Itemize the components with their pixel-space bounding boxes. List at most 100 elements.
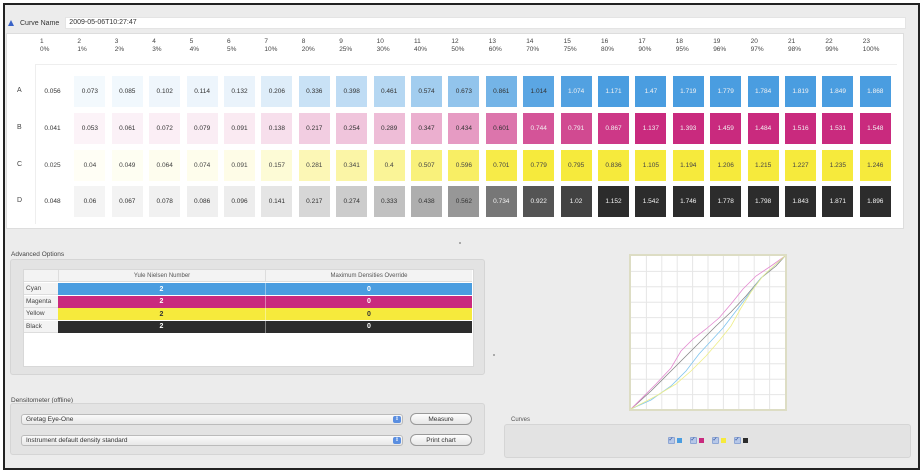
density-cell[interactable]: 0.574	[411, 76, 442, 107]
checkbox-checked-icon[interactable]: ✓	[711, 437, 719, 444]
density-cell[interactable]: 0.795	[560, 150, 592, 181]
density-cell[interactable]: 0.596	[448, 150, 480, 181]
measure-button[interactable]: Measure	[410, 413, 472, 425]
density-cell[interactable]: 0.025	[37, 150, 68, 181]
density-cell[interactable]: 0.867	[598, 113, 629, 144]
density-cell[interactable]: 0.281	[298, 150, 330, 181]
density-cell[interactable]: 0.067	[111, 186, 143, 217]
density-cell[interactable]: 1.246	[859, 150, 891, 181]
curve-toggle-cyan[interactable]: ✓	[667, 437, 682, 444]
density-cell[interactable]: 1.393	[672, 113, 704, 144]
density-cell[interactable]: 1.719	[672, 76, 704, 107]
density-cell[interactable]: 0.562	[448, 186, 480, 217]
density-cell[interactable]: 0.922	[523, 186, 555, 217]
density-cell[interactable]: 1.171	[598, 76, 629, 107]
density-cell[interactable]: 0.061	[111, 113, 143, 144]
density-cell[interactable]: 0.096	[224, 186, 255, 217]
density-cell[interactable]: 0.091	[224, 150, 255, 181]
yule-nielsen-cell[interactable]: 2	[58, 308, 265, 320]
density-cell[interactable]: 1.548	[859, 113, 891, 144]
density-cell[interactable]: 1.484	[747, 113, 779, 144]
density-cell[interactable]: 0.064	[149, 150, 181, 181]
density-cell[interactable]: 0.157	[261, 150, 293, 181]
density-cell[interactable]: 0.056	[37, 76, 68, 107]
density-cell[interactable]: 0.078	[149, 186, 181, 217]
density-cell[interactable]: 0.048	[37, 186, 68, 217]
max-density-cell[interactable]: 0	[265, 320, 472, 333]
density-cell[interactable]: 1.746	[672, 186, 704, 217]
density-cell[interactable]: 1.542	[635, 186, 667, 217]
density-cell[interactable]: 1.194	[672, 150, 704, 181]
density-cell[interactable]: 0.461	[373, 76, 405, 107]
density-cell[interactable]: 0.217	[298, 113, 330, 144]
density-cell[interactable]: 0.206	[261, 76, 293, 107]
density-cell[interactable]: 0.072	[149, 113, 181, 144]
collapse-triangle-icon[interactable]	[8, 20, 14, 26]
density-cell[interactable]: 1.871	[822, 186, 854, 217]
density-cell[interactable]: 0.601	[485, 113, 517, 144]
density-cell[interactable]: 1.206	[710, 150, 742, 181]
curve-name-input[interactable]: 2009-05-06T10:27:47	[65, 17, 906, 29]
checkbox-checked-icon[interactable]: ✓	[733, 437, 741, 444]
density-cell[interactable]: 1.105	[635, 150, 667, 181]
density-cell[interactable]: 0.04	[74, 150, 106, 181]
split-handle-dot[interactable]	[493, 354, 495, 356]
yule-nielsen-cell[interactable]: 2	[58, 320, 265, 333]
density-cell[interactable]: 0.836	[598, 150, 629, 181]
density-cell[interactable]: 0.861	[485, 76, 517, 107]
max-density-cell[interactable]: 0	[265, 295, 472, 308]
checkbox-checked-icon[interactable]: ✓	[667, 437, 675, 444]
split-handle-dot[interactable]	[459, 242, 461, 244]
density-cell[interactable]: 1.784	[747, 76, 779, 107]
density-cell[interactable]: 1.137	[635, 113, 667, 144]
density-cell[interactable]: 1.152	[598, 186, 629, 217]
curve-toggle-yellow[interactable]: ✓	[711, 437, 726, 444]
yule-nielsen-cell[interactable]: 2	[58, 295, 265, 308]
density-cell[interactable]: 0.217	[298, 186, 330, 217]
density-cell[interactable]: 0.744	[523, 113, 555, 144]
density-cell[interactable]: 1.02	[560, 186, 592, 217]
checkbox-checked-icon[interactable]: ✓	[689, 437, 697, 444]
density-cell[interactable]: 1.227	[785, 150, 816, 181]
density-cell[interactable]: 1.779	[710, 76, 742, 107]
density-cell[interactable]: 0.114	[186, 76, 218, 107]
density-cell[interactable]: 0.091	[224, 113, 255, 144]
density-cell[interactable]: 1.074	[560, 76, 592, 107]
density-cell[interactable]: 0.254	[336, 113, 368, 144]
density-cell[interactable]: 0.141	[261, 186, 293, 217]
density-cell[interactable]: 0.434	[448, 113, 480, 144]
density-cell[interactable]: 0.053	[74, 113, 106, 144]
density-cell[interactable]: 0.079	[186, 113, 218, 144]
density-cell[interactable]: 1.014	[523, 76, 555, 107]
column-header[interactable]: Maximum Densities Override	[265, 270, 472, 282]
device-select[interactable]: Gretag Eye-One ⇕	[21, 414, 403, 425]
density-cell[interactable]: 1.459	[710, 113, 742, 144]
density-cell[interactable]: 1.531	[822, 113, 854, 144]
density-cell[interactable]: 0.336	[298, 76, 330, 107]
density-cell[interactable]: 1.849	[822, 76, 854, 107]
density-cell[interactable]: 0.138	[261, 113, 293, 144]
density-cell[interactable]: 0.073	[74, 76, 106, 107]
column-header[interactable]: Yule Nielsen Number	[58, 270, 265, 282]
print-chart-button[interactable]: Print chart	[410, 434, 472, 446]
density-cell[interactable]: 0.289	[373, 113, 405, 144]
density-cell[interactable]: 0.779	[523, 150, 555, 181]
density-cell[interactable]: 1.868	[859, 76, 891, 107]
max-density-cell[interactable]: 0	[265, 283, 472, 295]
density-cell[interactable]: 0.398	[336, 76, 368, 107]
density-cell[interactable]: 0.041	[37, 113, 68, 144]
density-cell[interactable]: 1.235	[822, 150, 854, 181]
density-cell[interactable]: 0.734	[485, 186, 517, 217]
density-cell[interactable]: 0.086	[186, 186, 218, 217]
density-cell[interactable]: 0.333	[373, 186, 405, 217]
density-cell[interactable]: 0.347	[411, 113, 442, 144]
density-cell[interactable]: 0.274	[336, 186, 368, 217]
density-cell[interactable]: 0.673	[448, 76, 480, 107]
density-cell[interactable]: 1.47	[635, 76, 667, 107]
density-cell[interactable]: 1.896	[859, 186, 891, 217]
density-cell[interactable]: 0.507	[411, 150, 442, 181]
density-cell[interactable]: 1.778	[710, 186, 742, 217]
density-cell[interactable]: 1.843	[785, 186, 816, 217]
density-cell[interactable]: 0.341	[336, 150, 368, 181]
curve-toggle-magenta[interactable]: ✓	[689, 437, 704, 444]
